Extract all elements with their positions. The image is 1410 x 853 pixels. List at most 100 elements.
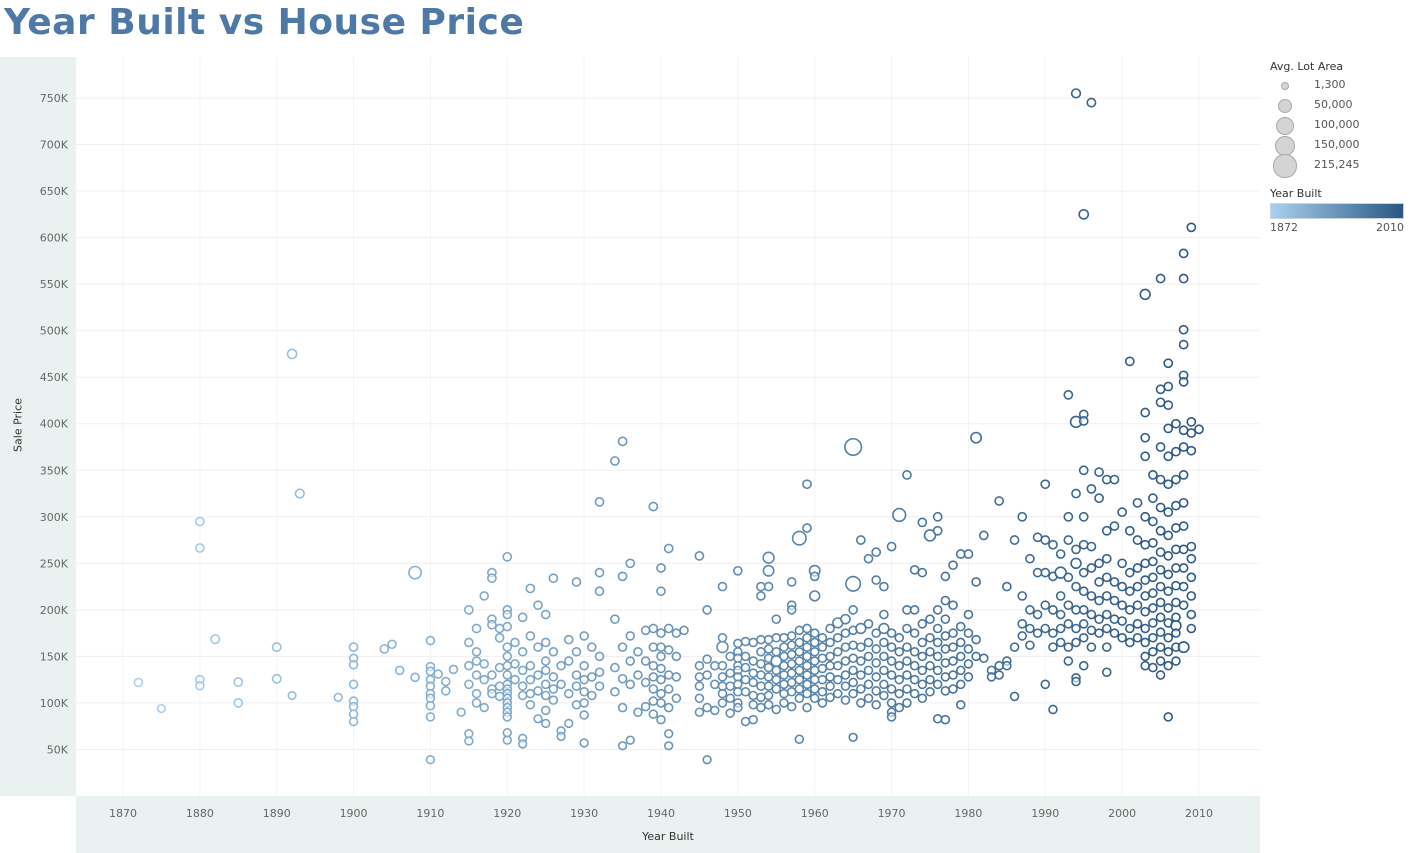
data-point [902,642,912,652]
y-axis-label: Sale Price [11,398,25,452]
data-point [756,634,766,645]
data-point [448,664,459,675]
data-point [717,688,728,699]
data-point [1063,642,1074,652]
data-point [1071,544,1081,555]
data-point [1163,633,1174,643]
data-point [886,628,897,638]
data-point [679,625,689,636]
data-point [902,698,912,708]
data-point [694,707,705,718]
data-point [1155,670,1166,680]
data-point [1186,222,1197,233]
data-point [994,496,1005,506]
data-point [909,628,920,638]
data-point [1132,618,1143,629]
y-tick-label: 600K [40,232,69,245]
data-point [1055,609,1066,620]
data-point [902,470,912,480]
data-point [733,638,743,649]
data-point [802,623,812,634]
data-point [1117,633,1127,643]
data-point [809,646,820,657]
data-point [564,718,574,729]
data-point [917,517,928,528]
data-point [871,658,881,668]
y-tick-label: 150K [40,650,69,663]
data-point [579,698,589,708]
data-point [540,705,551,716]
data-point [464,728,474,739]
data-point [886,656,897,666]
data-point [1070,557,1082,570]
data-point [533,714,543,724]
data-point [925,660,935,671]
data-point [762,564,775,577]
data-point [716,640,729,654]
data-point [425,666,436,677]
data-point [970,431,983,444]
data-point [1148,556,1158,567]
data-point [855,535,866,545]
data-point [1063,619,1074,629]
data-point [1163,507,1174,518]
data-point [441,676,451,687]
data-point [487,670,497,680]
data-point [1124,586,1135,597]
x-tick-label: 1980 [954,807,982,820]
data-point [1163,586,1174,597]
data-point [948,600,958,611]
y-tick-label: 100K [40,697,69,710]
data-point [794,665,805,676]
data-point [725,693,735,704]
data-point [1171,418,1181,429]
data-point [748,677,759,688]
data-point [786,677,797,688]
data-point [1163,530,1174,541]
data-point [571,577,582,587]
data-point [802,679,812,690]
data-point [617,436,628,447]
x-tick-label: 1960 [801,807,829,820]
y-axis-band [0,57,76,796]
data-point [286,348,298,360]
data-point [571,700,582,710]
data-point [1054,566,1067,579]
data-point [571,646,582,657]
data-point [663,543,674,554]
data-point [1078,586,1089,597]
data-point [786,649,797,660]
data-point [502,651,513,662]
data-point [1148,537,1158,548]
data-point [1048,704,1058,715]
data-point [832,674,843,685]
data-point [1002,581,1012,592]
data-point [1094,558,1104,569]
data-point [1171,597,1181,608]
data-point [617,571,628,582]
data-point [548,573,559,584]
data-point [840,670,851,680]
data-point [1140,591,1151,601]
data-point [886,698,897,708]
y-axis-ticks: 50K 100K 150K 200K 250K 300K 350K 400K 450K 500K 5… [40,92,69,756]
data-point [487,688,497,699]
gridlines [76,57,1260,796]
data-point [756,692,766,703]
data-point [1163,646,1174,657]
data-point [664,741,674,751]
data-point [1140,651,1150,662]
data-point [1124,356,1135,367]
data-point [1140,637,1150,648]
data-point [1025,623,1035,634]
data-point [1094,614,1104,625]
data-point [1140,539,1151,550]
data-point [408,565,423,580]
data-point [1178,442,1189,452]
data-point [894,633,905,643]
data-point [955,637,966,648]
data-point [894,660,905,671]
data-point [494,632,505,643]
data-point [1155,656,1166,666]
